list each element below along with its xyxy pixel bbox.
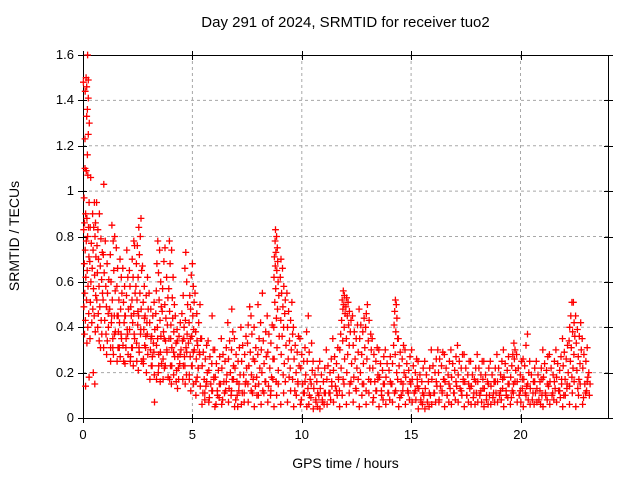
x-tick-label: 10 bbox=[294, 427, 309, 442]
x-tick-label: 20 bbox=[513, 427, 528, 442]
x-tick-label: 0 bbox=[79, 427, 87, 442]
y-tick-label: 1 bbox=[66, 183, 74, 199]
y-tick-label: 0.6 bbox=[55, 273, 74, 289]
x-tick-label: 5 bbox=[188, 427, 196, 442]
y-tick-label: 1.4 bbox=[55, 92, 74, 108]
y-tick-label: 1.2 bbox=[55, 137, 74, 153]
axis-ticks bbox=[78, 51, 613, 423]
x-axis-label: GPS time / hours bbox=[292, 455, 399, 471]
scatter-points-srmtid bbox=[80, 51, 594, 413]
chart-title: Day 291 of 2024, SRMTID for receiver tuo… bbox=[201, 14, 490, 31]
y-tick-label: 1.6 bbox=[55, 47, 74, 62]
y-tick-label: 0 bbox=[66, 410, 74, 425]
y-tick-label: 0.4 bbox=[55, 319, 74, 335]
x-tick-label: 15 bbox=[403, 427, 419, 442]
y-tick-label: 0.8 bbox=[55, 228, 74, 244]
y-tick-label: 0.2 bbox=[55, 364, 74, 380]
